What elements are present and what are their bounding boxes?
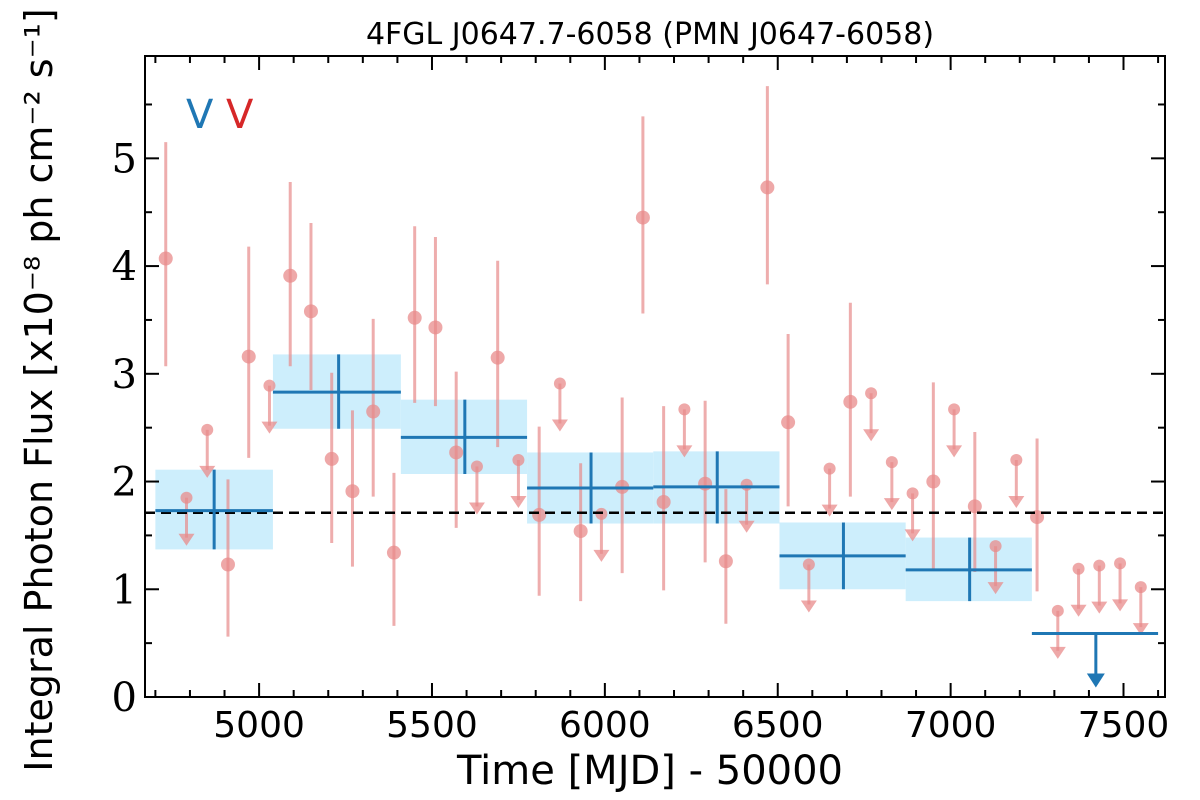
x-tick-label: 6000 — [559, 705, 651, 746]
data-point — [283, 268, 298, 283]
upper-limit-point — [512, 453, 525, 466]
data-point — [843, 394, 858, 409]
upper-limit-point — [989, 540, 1002, 553]
x-tick-label: 7000 — [905, 705, 997, 746]
data-point — [386, 545, 401, 560]
data-point — [303, 304, 318, 319]
upper-limit-arrow — [468, 502, 485, 515]
upper-limit-arrow — [946, 445, 963, 458]
y-tick-label: 0 — [112, 675, 137, 721]
data-point — [220, 557, 235, 572]
y-tick-label: 4 — [112, 244, 137, 290]
upper-limit-arrow — [883, 498, 900, 511]
upper-limit-arrow — [1070, 604, 1087, 617]
upper-limit-point — [470, 460, 483, 473]
upper-limit-arrow — [1008, 495, 1025, 508]
data-point — [407, 310, 422, 325]
upper-limit-point — [740, 478, 753, 491]
upper-limit-point — [553, 377, 566, 390]
x-tick-label: 5500 — [386, 705, 478, 746]
upper-limit-arrow — [1049, 646, 1066, 659]
upper-limit-arrow — [863, 429, 880, 442]
upper-limit-arrow — [199, 465, 216, 478]
upper-limit-arrow — [551, 419, 568, 432]
upper-limit-arrow — [1112, 599, 1129, 612]
data-point — [656, 495, 671, 510]
data-point — [718, 554, 733, 569]
upper-limit-point — [201, 423, 214, 436]
x-axis-label: Time [MJD] - 50000 — [456, 748, 843, 794]
plot-frame — [144, 55, 1166, 698]
upper-limit-point — [1051, 604, 1064, 617]
upper-limit-point — [263, 379, 276, 392]
x-tick-label: 7500 — [1078, 705, 1170, 746]
upper-limit-point — [823, 462, 836, 475]
data-point — [366, 404, 381, 419]
data-point — [781, 415, 796, 430]
upper-limit-arrow — [800, 600, 817, 613]
upper-limit-point — [948, 403, 961, 416]
upper-limit-point — [1010, 453, 1023, 466]
data-point — [926, 474, 941, 489]
data-point — [967, 499, 982, 514]
axes: 5000 5500 6000 6500 7000 7500 0 1 2 3 4 5 — [112, 55, 1170, 746]
legend-marker-short-bins: V — [226, 92, 254, 138]
y-tick-label: 2 — [112, 460, 137, 506]
upper-limit-arrow — [510, 495, 527, 508]
data-point — [345, 484, 360, 499]
upper-limit-point — [1072, 562, 1085, 575]
upper-limit-arrow — [904, 529, 921, 542]
upper-limit-arrow — [1091, 601, 1108, 614]
y-axis-label: Integral Photon Flux [x10⁻⁸ ph cm⁻² s⁻¹] — [17, 8, 61, 771]
upper-limit-arrow — [821, 504, 838, 517]
legend-marker-long-bins: V — [186, 92, 214, 138]
upper-limit-point — [885, 456, 898, 469]
upper-limit-point — [1093, 559, 1106, 572]
upper-limit-point — [180, 491, 193, 504]
chart-title: 4FGL J0647.7-6058 (PMN J0647-6058) — [366, 17, 934, 52]
data-point — [532, 507, 547, 522]
data-point — [760, 180, 775, 195]
x-tick-label: 5000 — [213, 705, 305, 746]
long-bin-limit-arrow — [1086, 673, 1105, 688]
upper-limit-point — [906, 487, 919, 500]
upper-limit-arrow — [987, 582, 1004, 595]
upper-limit-point — [1114, 557, 1127, 570]
y-tick-label: 5 — [112, 136, 137, 182]
data-point — [241, 349, 256, 364]
upper-limit-arrow — [676, 445, 693, 458]
upper-limit-point — [802, 558, 815, 571]
y-tick-label: 1 — [112, 567, 137, 613]
y-tick-label: 3 — [112, 352, 137, 398]
data-point — [490, 350, 505, 365]
upper-limit-point — [1134, 581, 1147, 594]
data-point — [698, 476, 713, 491]
upper-limit-arrow — [593, 549, 610, 562]
data-point — [635, 210, 650, 225]
upper-limit-point — [865, 387, 878, 400]
plot-area — [145, 86, 1165, 688]
upper-limit-arrow — [261, 421, 278, 434]
data-point — [428, 320, 443, 335]
x-tick-label: 6500 — [732, 705, 824, 746]
upper-limit-arrow — [1132, 623, 1149, 636]
upper-limit-point — [678, 403, 691, 416]
upper-limit-arrow — [738, 520, 755, 533]
data-point — [324, 451, 339, 466]
data-point — [158, 251, 173, 266]
upper-limit-arrow — [178, 533, 195, 546]
data-point — [449, 445, 464, 460]
data-point — [573, 524, 588, 539]
